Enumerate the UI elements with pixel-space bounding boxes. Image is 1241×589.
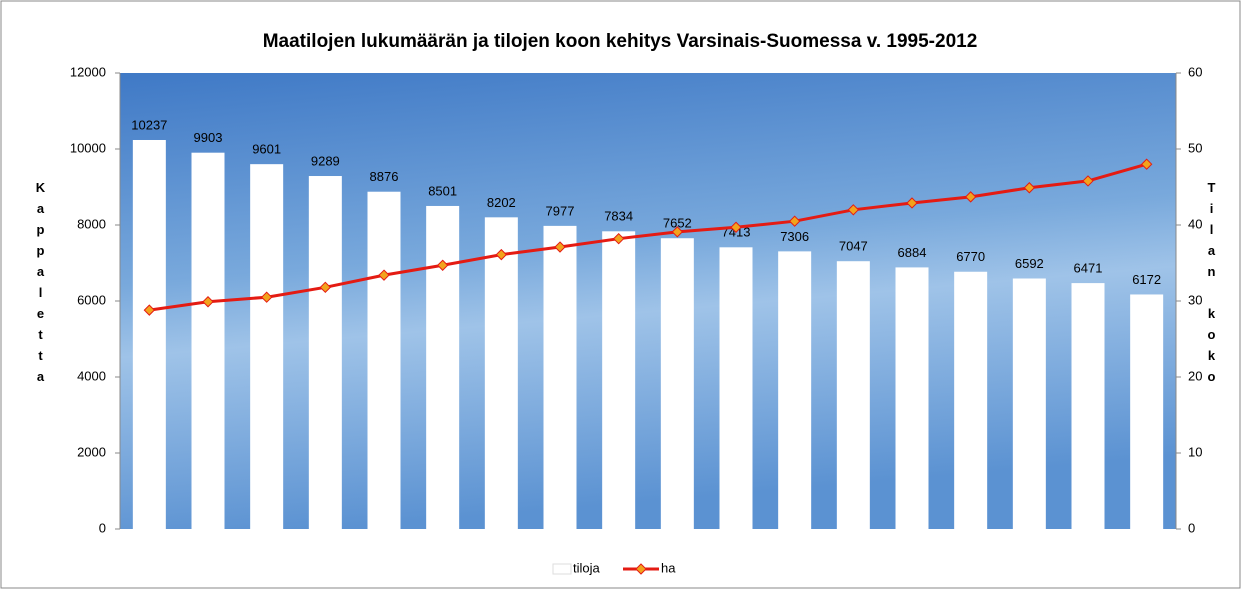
y-tick-label: 4000 bbox=[77, 368, 106, 383]
data-label: 8202 bbox=[487, 195, 516, 210]
bar bbox=[308, 176, 342, 529]
y-tick-label: 12000 bbox=[70, 64, 106, 79]
bar bbox=[954, 271, 988, 529]
data-label: 8876 bbox=[370, 169, 399, 184]
y-tick-label: 10000 bbox=[70, 140, 106, 155]
bar bbox=[1012, 278, 1046, 529]
y2-tick-label: 40 bbox=[1188, 216, 1202, 231]
bar bbox=[132, 139, 166, 529]
data-label: 7977 bbox=[546, 203, 575, 218]
y-tick-label: 2000 bbox=[77, 444, 106, 459]
marker bbox=[143, 304, 156, 316]
bar bbox=[778, 251, 812, 529]
y-axis-label: Kappaletta bbox=[33, 180, 48, 390]
bar bbox=[543, 225, 577, 529]
bar bbox=[426, 205, 460, 529]
y2-tick-label: 10 bbox=[1188, 444, 1202, 459]
data-label: 6172 bbox=[1132, 272, 1161, 287]
data-label: 6471 bbox=[1074, 261, 1103, 276]
data-label: 7834 bbox=[604, 209, 633, 224]
marker bbox=[436, 259, 449, 271]
data-label: 9289 bbox=[311, 153, 340, 168]
marker bbox=[495, 248, 508, 261]
legend-label: tiloja bbox=[573, 560, 601, 575]
y2-tick-label: 20 bbox=[1188, 368, 1202, 383]
marker bbox=[671, 226, 684, 238]
data-label: 6770 bbox=[956, 249, 985, 264]
marker bbox=[260, 291, 273, 303]
bar bbox=[484, 217, 518, 529]
legend-marker bbox=[635, 563, 647, 575]
marker bbox=[319, 281, 332, 294]
data-label: 9903 bbox=[194, 130, 223, 145]
y-tick-label: 6000 bbox=[77, 292, 106, 307]
data-label: 9601 bbox=[252, 142, 281, 157]
bar bbox=[660, 238, 694, 529]
chart-title: Maatilojen lukumäärän ja tilojen koon ke… bbox=[263, 31, 978, 52]
marker bbox=[964, 191, 977, 203]
marker bbox=[730, 221, 742, 233]
y-tick-label: 0 bbox=[99, 520, 106, 535]
data-label: 8501 bbox=[428, 183, 457, 198]
y2-tick-label: 30 bbox=[1188, 292, 1202, 307]
legend-label: ha bbox=[661, 560, 676, 575]
bar bbox=[836, 261, 870, 529]
bar bbox=[367, 191, 401, 529]
bar bbox=[602, 231, 636, 530]
bar bbox=[191, 152, 225, 529]
y-tick-label: 8000 bbox=[77, 216, 106, 231]
marker bbox=[612, 232, 625, 245]
data-label: 7652 bbox=[663, 216, 692, 231]
data-label: 7047 bbox=[839, 239, 868, 254]
marker bbox=[847, 204, 860, 216]
data-label: 6884 bbox=[898, 245, 927, 260]
plot-area bbox=[120, 73, 1176, 529]
bar bbox=[895, 267, 929, 529]
marker bbox=[1023, 182, 1036, 194]
marker bbox=[378, 269, 390, 281]
marker bbox=[906, 197, 918, 209]
bar bbox=[250, 164, 284, 530]
marker bbox=[554, 241, 566, 253]
bar bbox=[1130, 294, 1164, 529]
marker bbox=[1140, 158, 1153, 170]
legend-swatch bbox=[552, 563, 572, 575]
line bbox=[149, 162, 1148, 312]
data-label: 10237 bbox=[131, 117, 167, 132]
y2-tick-label: 0 bbox=[1188, 520, 1195, 535]
marker bbox=[1082, 175, 1094, 187]
data-label: 7306 bbox=[780, 229, 809, 244]
bar bbox=[719, 247, 753, 529]
y2-tick-label: 60 bbox=[1188, 64, 1202, 79]
data-label: 6592 bbox=[1015, 256, 1044, 271]
y2-axis-label: Tilan koko bbox=[1204, 180, 1219, 390]
marker bbox=[202, 296, 214, 308]
y2-tick-label: 50 bbox=[1188, 140, 1202, 155]
bar bbox=[1071, 283, 1105, 529]
marker bbox=[788, 215, 801, 227]
